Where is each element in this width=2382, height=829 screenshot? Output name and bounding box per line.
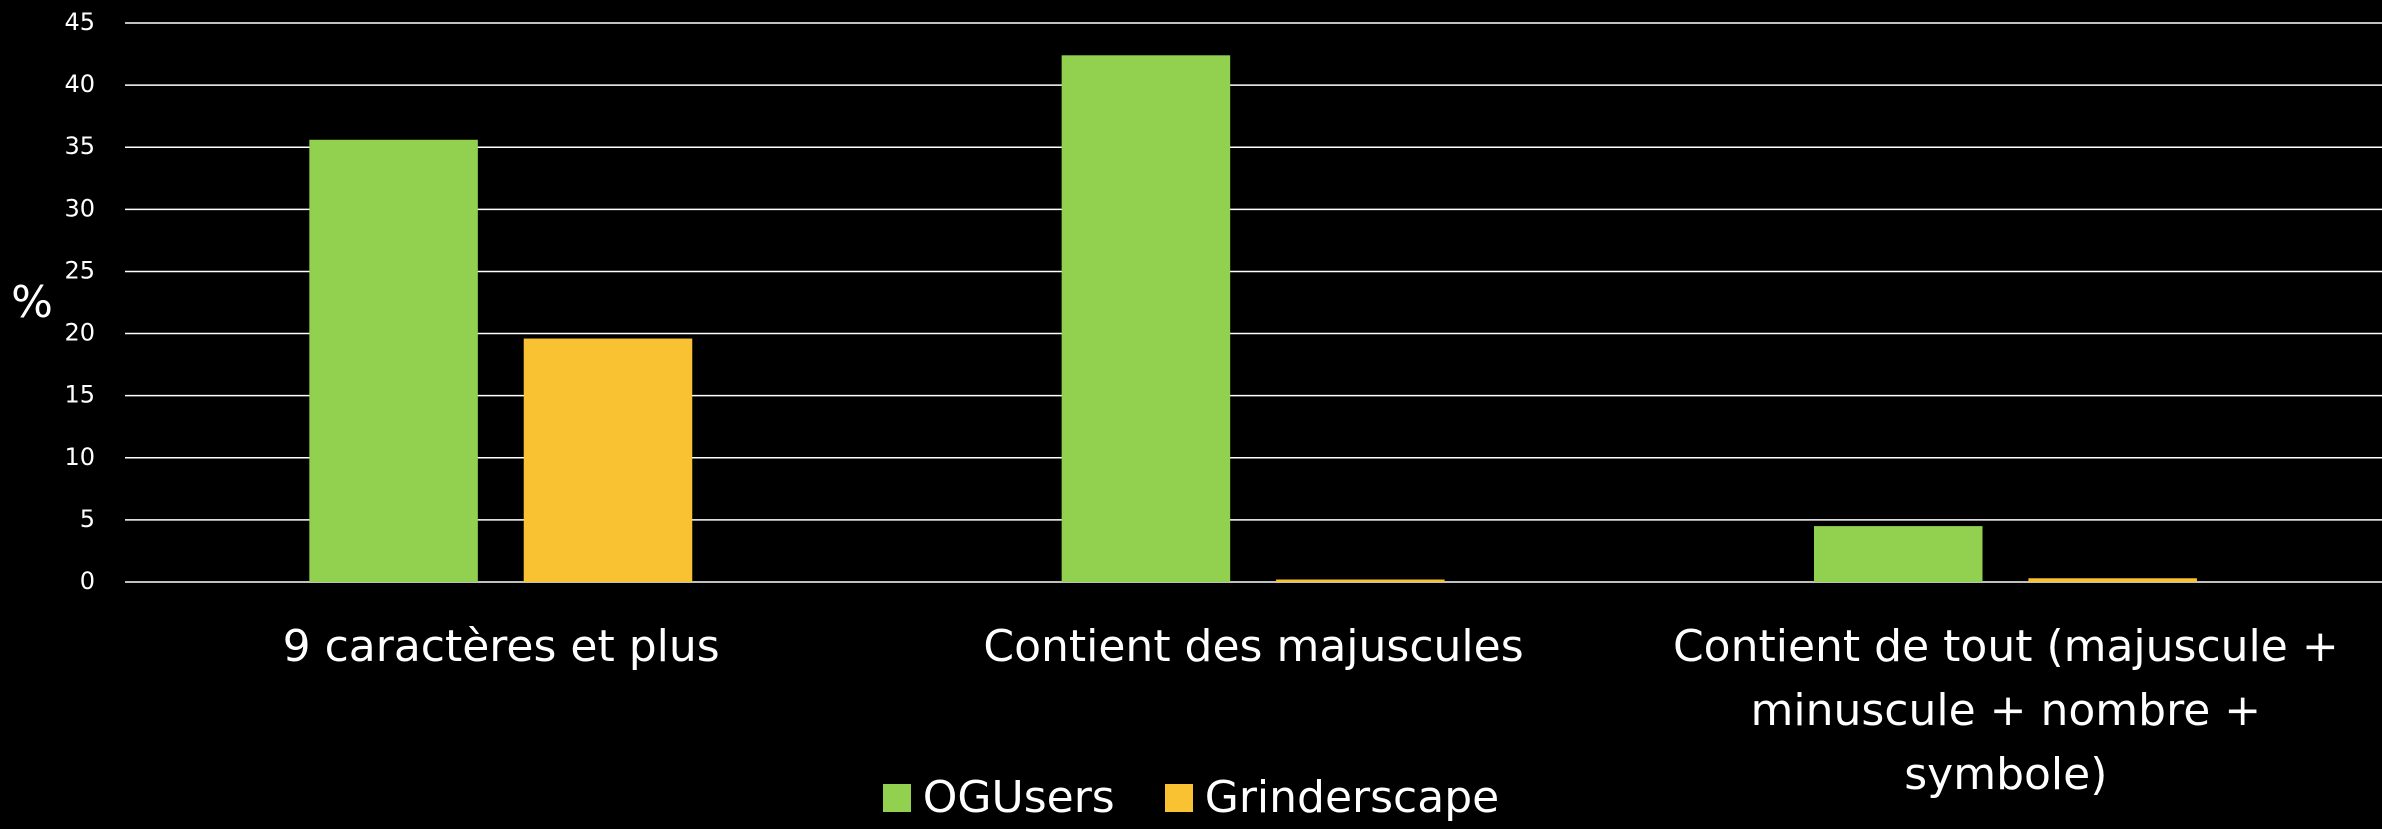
x-tick-label: Contient des majuscules (983, 621, 1524, 672)
y-tick-label: 15 (64, 381, 95, 409)
bar (1061, 55, 1231, 582)
legend-swatch (882, 783, 911, 812)
bar (1813, 526, 1983, 582)
bar (523, 338, 693, 582)
y-tick-label: 20 (64, 319, 95, 347)
x-tick-label: Contient de tout (majuscule + minuscule … (1672, 621, 2339, 800)
y-tick-label: 10 (64, 443, 95, 471)
y-tick-label: 45 (64, 8, 95, 36)
legend-item: Grinderscape (1164, 772, 1500, 823)
legend: OGUsers Grinderscape (0, 772, 2382, 823)
bar (309, 139, 478, 582)
legend-label: OGUsers (922, 772, 1115, 823)
bar (2028, 578, 2197, 582)
x-tick-label: 9 caractères et plus (282, 621, 720, 672)
y-tick-label: 25 (64, 256, 95, 284)
y-tick-label: 35 (64, 132, 95, 160)
y-axis-label: % (11, 277, 53, 328)
y-tick-label: 40 (64, 70, 95, 98)
legend-swatch (1164, 783, 1193, 812)
legend-label: Grinderscape (1204, 772, 1500, 823)
bar (1276, 579, 1445, 582)
y-tick-label: 0 (80, 567, 95, 595)
y-tick-label: 30 (64, 194, 95, 222)
legend-item: OGUsers (882, 772, 1115, 823)
y-tick-label: 5 (80, 505, 95, 533)
